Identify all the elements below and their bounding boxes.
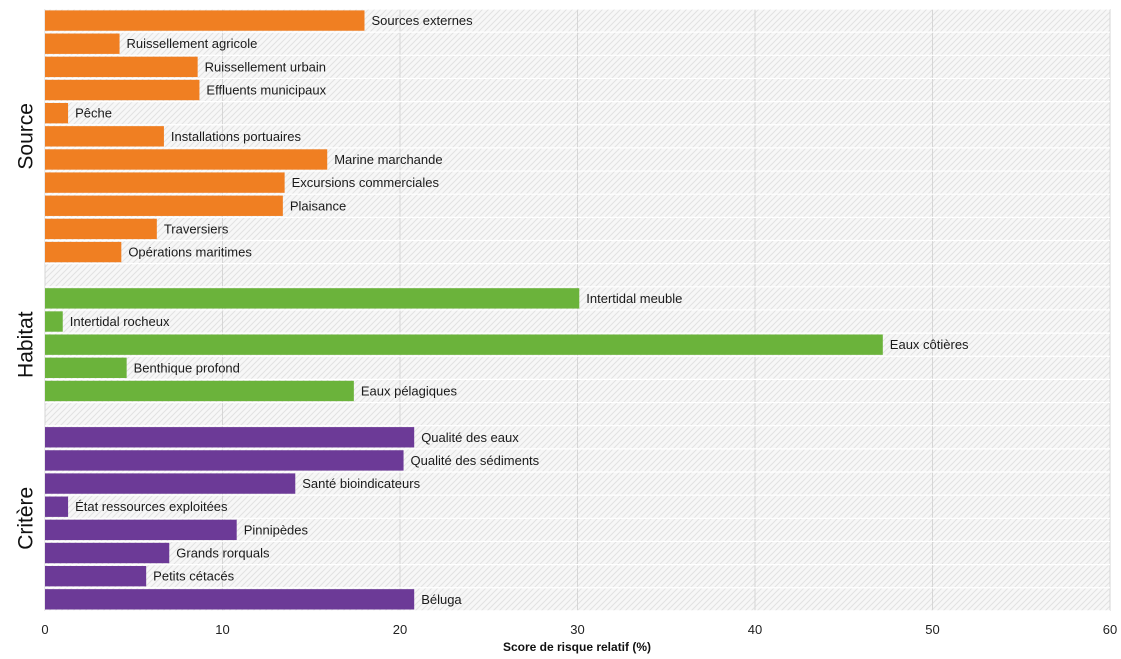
bar-label: Excursions commerciales xyxy=(292,175,440,190)
bar xyxy=(45,218,157,240)
bar-label: Pêche xyxy=(75,106,112,121)
bar-label: Béluga xyxy=(421,592,462,607)
x-tick-label: 10 xyxy=(215,622,229,637)
bar xyxy=(45,56,198,78)
group-label: Habitat xyxy=(14,311,37,378)
bar xyxy=(45,542,170,564)
bar-label: Intertidal meuble xyxy=(586,291,682,306)
bar xyxy=(45,380,354,402)
bar-label: Installations portuaires xyxy=(171,129,302,144)
bar xyxy=(45,357,127,378)
bar-label: Eaux côtières xyxy=(890,337,969,352)
bar xyxy=(45,589,415,610)
bar xyxy=(45,496,69,517)
x-tick-label: 40 xyxy=(748,622,762,637)
bar xyxy=(45,10,365,31)
bar xyxy=(45,427,415,448)
bar xyxy=(45,450,404,471)
x-tick-label: 0 xyxy=(41,622,48,637)
bar-label: Santé bioindicateurs xyxy=(302,476,420,491)
group-label: Source xyxy=(14,103,37,170)
bars-layer xyxy=(45,10,883,610)
x-tick-label: 60 xyxy=(1103,622,1117,637)
bar xyxy=(45,79,200,101)
bar-label: Eaux pélagiques xyxy=(361,383,458,398)
bar xyxy=(45,566,147,587)
bar-label: Sources externes xyxy=(372,13,474,28)
bar-label: État ressources exploitées xyxy=(75,499,228,514)
group-label: Critère xyxy=(14,487,37,550)
bar xyxy=(45,473,296,494)
bar xyxy=(45,33,120,54)
bar-label: Opérations maritimes xyxy=(128,245,252,260)
x-tick-label: 50 xyxy=(925,622,939,637)
bar-label: Ruissellement agricole xyxy=(127,36,258,51)
x-tick-label: 30 xyxy=(570,622,584,637)
bar xyxy=(45,103,69,124)
bar xyxy=(45,126,164,147)
bar-label: Qualité des eaux xyxy=(421,430,519,445)
bar xyxy=(45,172,285,193)
bar-label: Pinnipèdes xyxy=(244,522,309,537)
bar xyxy=(45,241,122,263)
bar xyxy=(45,519,237,541)
x-tick-label: 20 xyxy=(393,622,407,637)
bar xyxy=(45,195,283,216)
bar-label: Intertidal rocheux xyxy=(70,314,170,329)
bar xyxy=(45,288,580,309)
bar-label: Ruissellement urbain xyxy=(205,59,326,74)
bar-label: Benthique profond xyxy=(134,360,240,375)
bar xyxy=(45,149,328,170)
bar-label: Petits cétacés xyxy=(153,569,234,584)
bar-label: Plaisance xyxy=(290,198,346,213)
grid-layer xyxy=(44,8,1111,612)
bar-label: Effluents municipaux xyxy=(206,83,326,98)
bar-label: Marine marchande xyxy=(334,152,442,167)
bar xyxy=(45,311,63,332)
bar-label: Grands rorquals xyxy=(176,546,270,561)
bar-label: Traversiers xyxy=(164,221,229,236)
labels-layer: 0 10 20 30 40 50 60 Sources externes Ruisselleme… xyxy=(14,13,1117,637)
x-axis-title: Score de risque relatif (%) xyxy=(503,640,651,654)
bar-label: Qualité des sédiments xyxy=(411,453,540,468)
bar xyxy=(45,334,883,355)
